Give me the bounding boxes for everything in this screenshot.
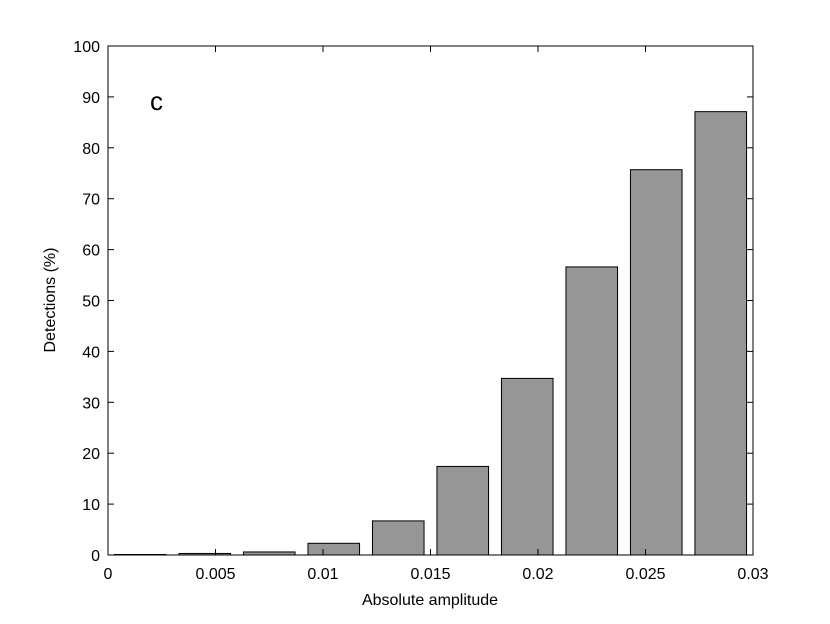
plot-frame [107, 45, 754, 556]
bar-3 [307, 542, 361, 556]
bar-8 [629, 169, 683, 556]
bar-4 [371, 520, 425, 556]
bar-6 [500, 377, 554, 556]
x-tick-label-2: 0.01 [307, 566, 338, 583]
x-axis-ticks: 0 0.005 0.01 0.015 0.02 0.025 0.03 [104, 46, 769, 583]
y-axis-title: Detections (%) [42, 248, 59, 353]
y-tick-label-3: 30 [82, 395, 100, 412]
x-tick-label-3: 0.015 [410, 566, 450, 583]
x-axis-title: Absolute amplitude [362, 592, 498, 609]
y-tick-label-8: 80 [82, 141, 100, 158]
y-tick-label-9: 90 [82, 90, 100, 107]
x-tick-label-5: 0.025 [625, 566, 665, 583]
x-tick-label-0: 0 [104, 566, 113, 583]
y-axis-ticks: 0 10 20 30 40 50 60 70 80 90 100 [73, 39, 753, 565]
x-tick-label-6: 0.03 [737, 566, 768, 583]
y-tick-label-1: 10 [82, 497, 100, 514]
bar-9 [694, 111, 748, 556]
panel-label: c [150, 86, 163, 116]
y-tick-label-7: 70 [82, 192, 100, 209]
y-tick-label-0: 0 [91, 548, 100, 565]
y-tick-label-2: 20 [82, 446, 100, 463]
y-tick-label-4: 40 [82, 344, 100, 361]
y-tick-label-6: 60 [82, 243, 100, 260]
x-tick-label-4: 0.02 [522, 566, 553, 583]
x-tick-label-1: 0.005 [195, 566, 235, 583]
bars-group [113, 111, 748, 556]
bar-5 [436, 465, 490, 556]
y-tick-label-10: 100 [73, 39, 100, 56]
y-tick-label-5: 50 [82, 294, 100, 311]
bar-7 [565, 266, 619, 556]
